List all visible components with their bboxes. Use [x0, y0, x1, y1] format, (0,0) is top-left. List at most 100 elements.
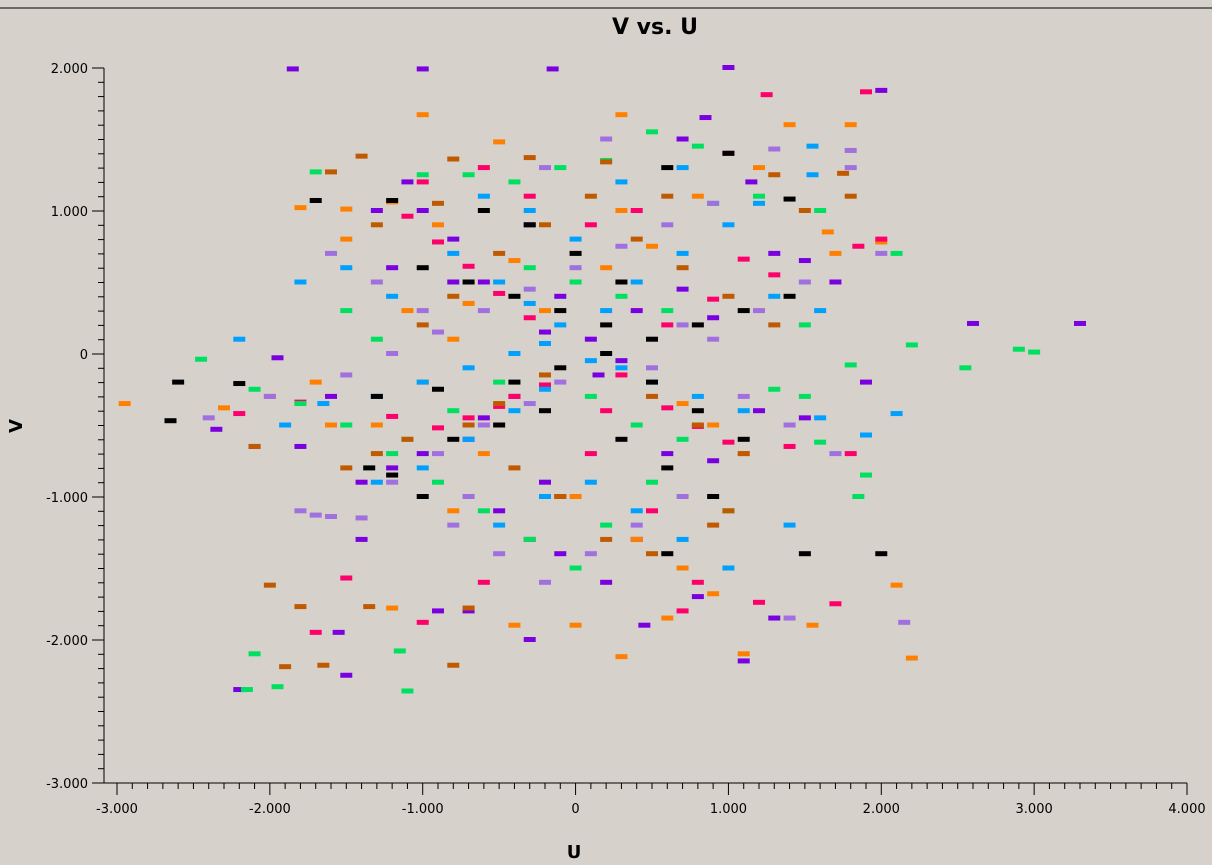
data-point [806, 172, 819, 178]
data-point [630, 522, 643, 528]
data-point [493, 422, 506, 428]
data-point [890, 250, 903, 256]
data-point [707, 591, 720, 597]
data-point [539, 479, 551, 485]
data-point [554, 379, 567, 385]
data-point [462, 494, 475, 499]
data-point [615, 654, 628, 660]
data-point [691, 408, 704, 414]
data-point [600, 536, 613, 542]
data-point [768, 272, 781, 278]
data-point [753, 599, 765, 605]
data-point [890, 411, 903, 417]
data-point [416, 379, 429, 385]
y-tick-label: -3.000 [46, 777, 88, 792]
data-point [508, 465, 521, 471]
data-point [661, 222, 674, 228]
data-point [508, 293, 521, 299]
data-point [271, 355, 284, 361]
data-point [462, 436, 475, 442]
data-point [783, 522, 796, 528]
data-point [523, 155, 536, 161]
data-point [783, 293, 796, 299]
data-point [416, 494, 429, 499]
data-point [707, 458, 720, 464]
data-point [317, 662, 330, 668]
data-point [959, 365, 972, 371]
data-point [462, 279, 475, 285]
data-point [875, 239, 888, 245]
data-point [493, 401, 506, 407]
data-point [768, 146, 781, 152]
data-point [569, 250, 582, 256]
data-point [569, 265, 582, 271]
data-point [600, 408, 613, 414]
data-point [447, 250, 460, 256]
x-tick-label: -1.000 [402, 802, 444, 817]
data-point [898, 619, 911, 625]
data-point [615, 208, 628, 213]
data-point [447, 408, 460, 414]
data-point [432, 200, 444, 206]
data-point [661, 615, 674, 621]
data-point [852, 243, 865, 249]
data-point [539, 329, 551, 335]
data-point [370, 393, 383, 399]
data-point [477, 508, 490, 514]
data-point [661, 165, 674, 171]
data-point [798, 258, 811, 264]
axes: -3.000 -2.000 -1.000 0 1.000 2.000 3.000 4.000 -… [0, 7, 1212, 817]
data-point [386, 413, 399, 419]
data-point [661, 465, 674, 471]
data-point [829, 451, 842, 457]
data-point [707, 200, 720, 206]
data-point [661, 405, 674, 411]
data-point [753, 308, 765, 314]
data-point [386, 265, 399, 271]
data-point [164, 418, 177, 424]
data-point [584, 393, 597, 399]
data-point [462, 300, 475, 306]
data-point [600, 308, 613, 314]
data-point [600, 522, 613, 528]
data-point [546, 66, 559, 72]
data-point [798, 322, 811, 328]
data-point [630, 236, 643, 242]
data-point [477, 415, 490, 421]
data-point [462, 263, 475, 269]
data-point [630, 422, 643, 428]
data-point [493, 290, 506, 296]
data-point [416, 172, 429, 178]
data-point [294, 279, 307, 285]
data-point [646, 129, 658, 135]
data-point [355, 536, 368, 542]
data-point [676, 565, 689, 571]
data-point [195, 356, 208, 362]
data-point [630, 536, 643, 542]
data-point [806, 622, 819, 628]
x-tick-label: -3.000 [96, 802, 138, 817]
y-tick-label: -1.000 [46, 491, 88, 506]
data-point [309, 169, 322, 175]
data-point [309, 379, 322, 385]
data-point [661, 322, 674, 328]
data-point [416, 208, 429, 213]
data-point [325, 514, 337, 520]
data-point [386, 197, 399, 203]
data-point [890, 582, 903, 588]
data-point [615, 293, 628, 299]
data-point [340, 422, 353, 428]
data-point [508, 622, 521, 628]
data-point [294, 604, 307, 610]
data-point [523, 536, 536, 542]
data-point [432, 386, 444, 392]
data-point [676, 436, 689, 442]
data-point [248, 443, 261, 449]
data-point [325, 169, 337, 175]
data-point [615, 179, 628, 185]
data-point [432, 608, 444, 614]
data-point [676, 250, 689, 256]
data-point [783, 196, 796, 202]
data-point [493, 403, 506, 409]
data-point [317, 401, 330, 407]
